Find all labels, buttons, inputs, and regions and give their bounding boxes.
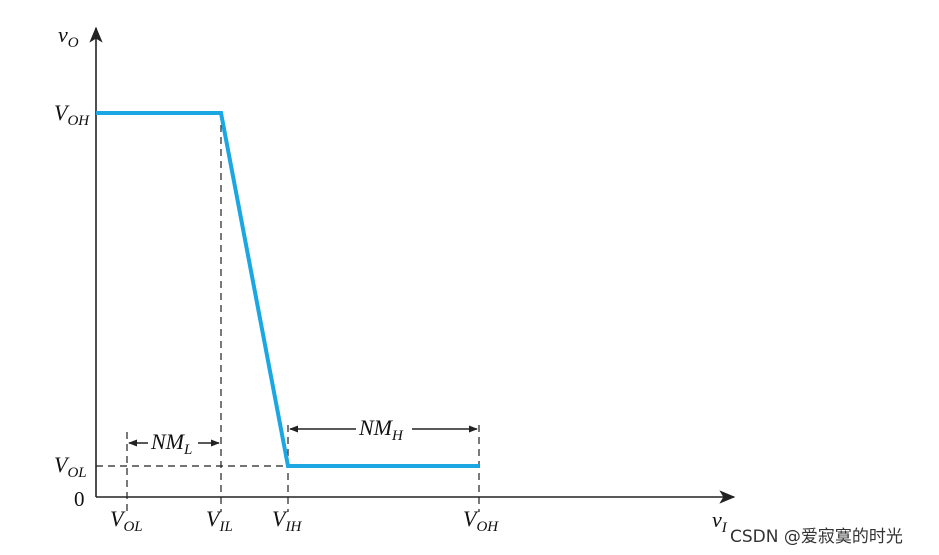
x-tick-vih: VIH: [272, 506, 302, 535]
nmh-label-bg: [356, 416, 412, 440]
origin-label: 0: [74, 487, 85, 511]
nml-label-bg: [148, 430, 198, 454]
watermark: CSDN @爱寂寞的时光: [730, 527, 903, 547]
x-tick-voh: VOH: [463, 506, 499, 535]
x-axis-label: vI: [712, 507, 728, 536]
x-tick-vil: VIL: [206, 506, 233, 535]
y-tick-vol: VOL: [54, 452, 87, 481]
y-axis-label: vO: [58, 22, 79, 51]
transfer-curve: [96, 111, 479, 468]
x-tick-vol: VOL: [110, 506, 143, 535]
nmh-label: NMH: [358, 415, 404, 444]
y-tick-voh: VOH: [54, 100, 90, 129]
nml-label: NML: [150, 429, 192, 458]
